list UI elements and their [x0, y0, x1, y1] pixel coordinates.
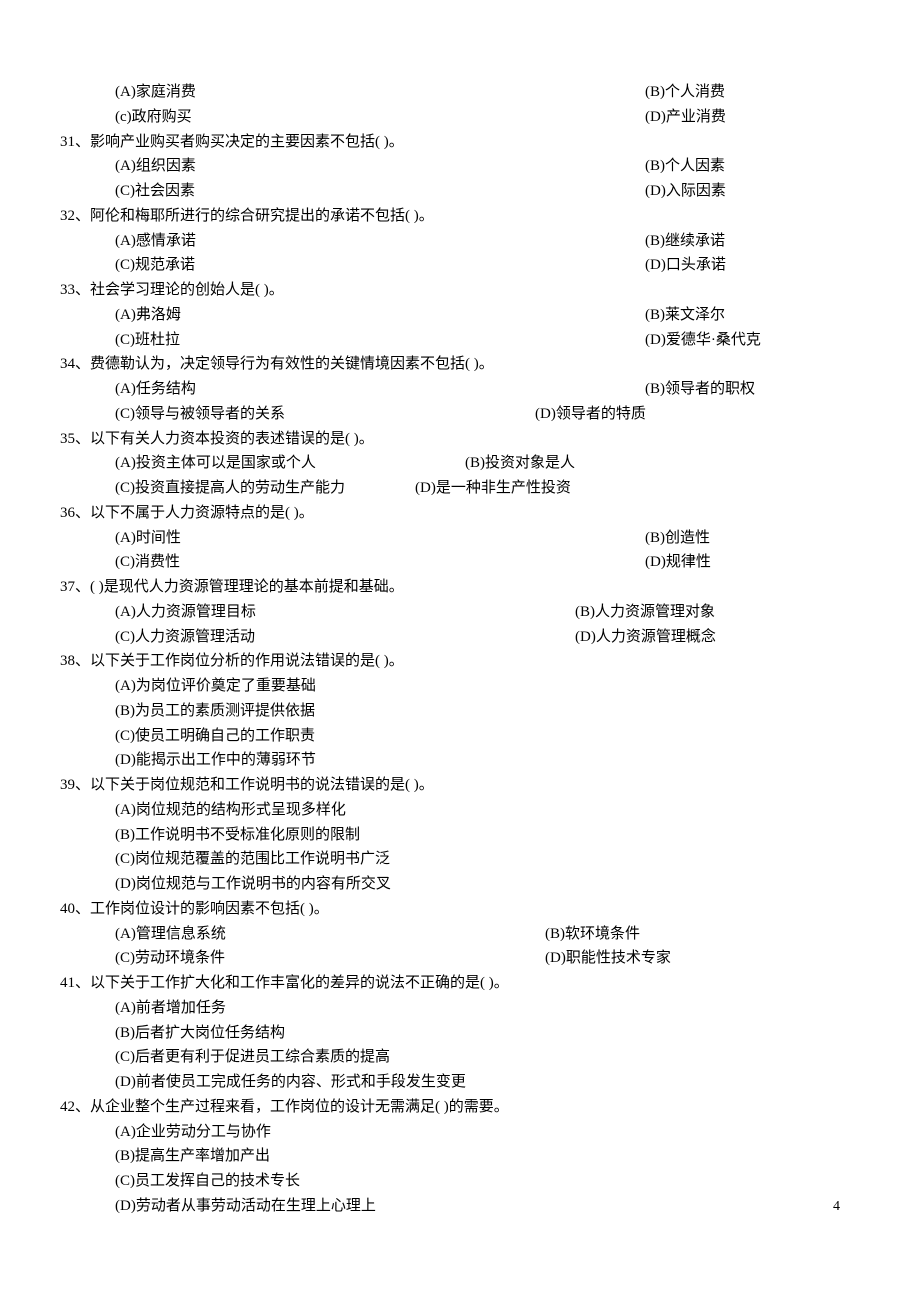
option-b: (B)提高生产率增加产出: [60, 1144, 860, 1169]
options-row: (C)社会因素 (D)入际因素: [60, 179, 860, 204]
option-c: (C)社会因素: [115, 179, 645, 204]
option-d: (D)领导者的特质: [535, 402, 860, 427]
question-35: 35、以下有关人力资本投资的表述错误的是( )。: [60, 427, 860, 452]
option-d: (D)是一种非生产性投资: [415, 476, 860, 501]
options-row: (A)弗洛姆 (B)莱文泽尔: [60, 303, 860, 328]
option-b: (B)人力资源管理对象: [575, 600, 860, 625]
options-row: (C)规范承诺 (D)口头承诺: [60, 253, 860, 278]
options-row: (C)班杜拉 (D)爱德华·桑代克: [60, 328, 860, 353]
option-a: (A)投资主体可以是国家或个人: [115, 451, 465, 476]
option-c: (C)领导与被领导者的关系: [115, 402, 535, 427]
option-d: (D)爱德华·桑代克: [645, 328, 860, 353]
page-number: 4: [833, 1195, 840, 1218]
options-row: (A)投资主体可以是国家或个人 (B)投资对象是人: [60, 451, 860, 476]
option-d: (D)口头承诺: [645, 253, 860, 278]
option-c: (C)后者更有利于促进员工综合素质的提高: [60, 1045, 860, 1070]
option-c: (C)岗位规范覆盖的范围比工作说明书广泛: [60, 847, 860, 872]
option-c: (C)投资直接提高人的劳动生产能力: [115, 476, 415, 501]
option-b: (B)个人消费: [645, 80, 860, 105]
option-a: (A)管理信息系统: [115, 922, 545, 947]
option-c: (c)政府购买: [115, 105, 645, 130]
question-40: 40、工作岗位设计的影响因素不包括( )。: [60, 897, 860, 922]
option-a: (A)岗位规范的结构形式呈现多样化: [60, 798, 860, 823]
option-d: (D)职能性技术专家: [545, 946, 860, 971]
option-b: (B)莱文泽尔: [645, 303, 860, 328]
option-b: (B)继续承诺: [645, 229, 860, 254]
option-d: (D)规律性: [645, 550, 860, 575]
options-row: (A)感情承诺 (B)继续承诺: [60, 229, 860, 254]
options-row: (C)领导与被领导者的关系 (D)领导者的特质: [60, 402, 860, 427]
question-31: 31、影响产业购买者购买决定的主要因素不包括( )。: [60, 130, 860, 155]
question-32: 32、阿伦和梅耶所进行的综合研究提出的承诺不包括( )。: [60, 204, 860, 229]
options-row: (A)组织因素 (B)个人因素: [60, 154, 860, 179]
option-d: (D)岗位规范与工作说明书的内容有所交叉: [60, 872, 860, 897]
option-c: (C)员工发挥自己的技术专长: [60, 1169, 860, 1194]
option-b: (B)工作说明书不受标准化原则的限制: [60, 823, 860, 848]
option-a: (A)组织因素: [115, 154, 645, 179]
question-37: 37、( )是现代人力资源管理理论的基本前提和基础。: [60, 575, 860, 600]
option-a: (A)前者增加任务: [60, 996, 860, 1021]
option-c: (C)人力资源管理活动: [115, 625, 575, 650]
options-row: (C)消费性 (D)规律性: [60, 550, 860, 575]
option-c: (C)劳动环境条件: [115, 946, 545, 971]
options-row: (C)人力资源管理活动 (D)人力资源管理概念: [60, 625, 860, 650]
option-a: (A)时间性: [115, 526, 645, 551]
option-a: (A)感情承诺: [115, 229, 645, 254]
option-b: (B)后者扩大岗位任务结构: [60, 1021, 860, 1046]
option-d: (D)产业消费: [645, 105, 860, 130]
question-39: 39、以下关于岗位规范和工作说明书的说法错误的是( )。: [60, 773, 860, 798]
options-row: (A)家庭消费 (B)个人消费: [60, 80, 860, 105]
question-36: 36、以下不属于人力资源特点的是( )。: [60, 501, 860, 526]
option-a: (A)家庭消费: [115, 80, 645, 105]
option-a: (A)企业劳动分工与协作: [60, 1120, 860, 1145]
option-b: (B)个人因素: [645, 154, 860, 179]
question-34: 34、费德勒认为，决定领导行为有效性的关键情境因素不包括( )。: [60, 352, 860, 377]
option-b: (B)创造性: [645, 526, 860, 551]
options-row: (C)投资直接提高人的劳动生产能力 (D)是一种非生产性投资: [60, 476, 860, 501]
exam-content: (A)家庭消费 (B)个人消费 (c)政府购买 (D)产业消费 31、影响产业购…: [60, 80, 860, 1219]
question-41: 41、以下关于工作扩大化和工作丰富化的差异的说法不正确的是( )。: [60, 971, 860, 996]
option-b: (B)领导者的职权: [645, 377, 860, 402]
option-d: (D)人力资源管理概念: [575, 625, 860, 650]
options-row: (A)管理信息系统 (B)软环境条件: [60, 922, 860, 947]
option-d: (D)劳动者从事劳动活动在生理上心理上: [60, 1194, 860, 1219]
option-d: (D)前者使员工完成任务的内容、形式和手段发生变更: [60, 1070, 860, 1095]
option-b: (B)软环境条件: [545, 922, 860, 947]
options-row: (C)劳动环境条件 (D)职能性技术专家: [60, 946, 860, 971]
question-38: 38、以下关于工作岗位分析的作用说法错误的是( )。: [60, 649, 860, 674]
option-a: (A)弗洛姆: [115, 303, 645, 328]
option-a: (A)任务结构: [115, 377, 645, 402]
option-b: (B)为员工的素质测评提供依据: [60, 699, 860, 724]
option-c: (C)消费性: [115, 550, 645, 575]
option-a: (A)为岗位评价奠定了重要基础: [60, 674, 860, 699]
option-a: (A)人力资源管理目标: [115, 600, 575, 625]
option-d: (D)入际因素: [645, 179, 860, 204]
question-42: 42、从企业整个生产过程来看，工作岗位的设计无需满足( )的需要。: [60, 1095, 860, 1120]
question-33: 33、社会学习理论的创始人是( )。: [60, 278, 860, 303]
options-row: (c)政府购买 (D)产业消费: [60, 105, 860, 130]
option-c: (C)规范承诺: [115, 253, 645, 278]
option-b: (B)投资对象是人: [465, 451, 860, 476]
options-row: (A)时间性 (B)创造性: [60, 526, 860, 551]
options-row: (A)人力资源管理目标 (B)人力资源管理对象: [60, 600, 860, 625]
options-row: (A)任务结构 (B)领导者的职权: [60, 377, 860, 402]
option-c: (C)使员工明确自己的工作职责: [60, 724, 860, 749]
option-c: (C)班杜拉: [115, 328, 645, 353]
option-d: (D)能揭示出工作中的薄弱环节: [60, 748, 860, 773]
